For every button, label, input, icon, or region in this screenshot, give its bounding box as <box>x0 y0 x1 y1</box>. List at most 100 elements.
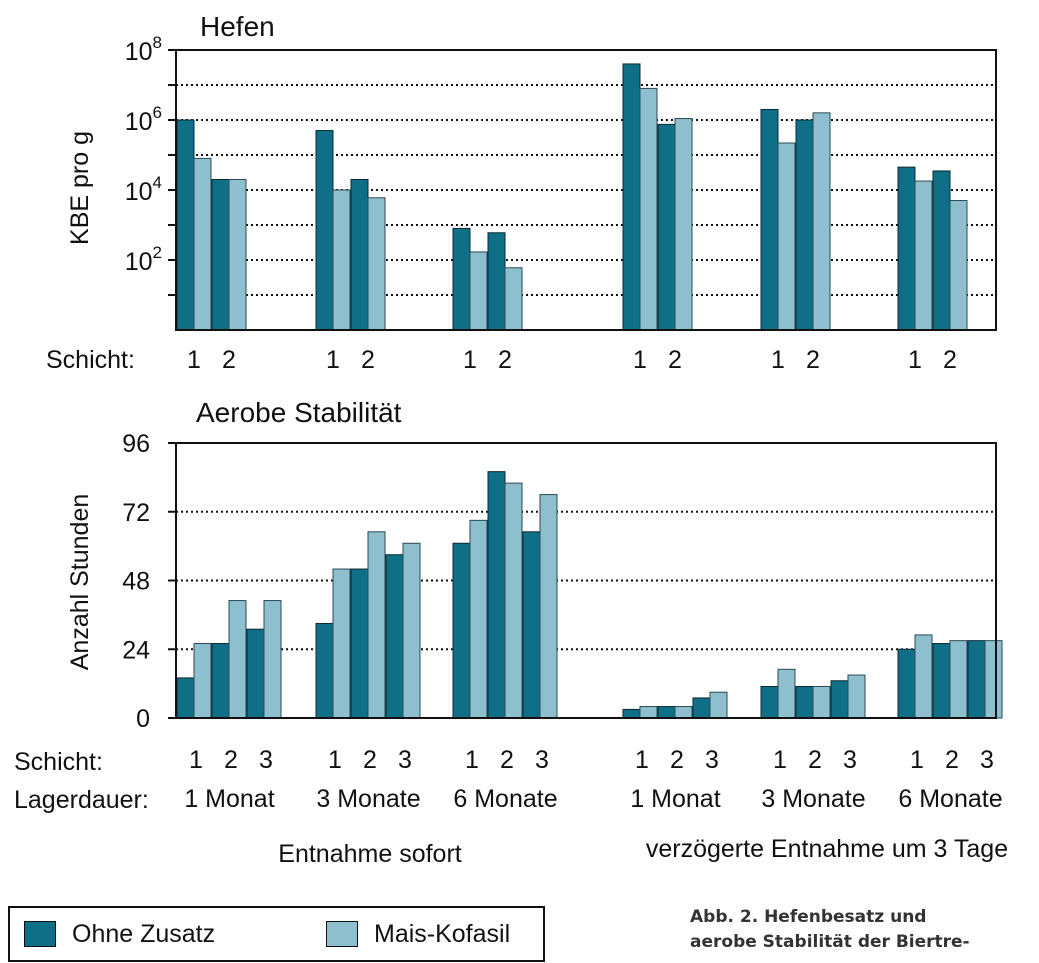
hefen-bar-mais-g1-s2 <box>228 178 247 331</box>
legend-label-mais-kofasil: Mais-Kofasil <box>374 919 511 948</box>
stabilitaet-schicht-label-g4-2: 2 <box>670 746 684 774</box>
legend-swatch-mais-kofasil <box>326 921 358 947</box>
stabilitaet-bar-ohne-g2-s1 <box>315 622 334 719</box>
hefen-schicht-label-g4-2: 2 <box>668 346 682 374</box>
hefen-ytick-label-0: 102 <box>125 243 162 276</box>
hefen-bar-mais-g3-s1 <box>469 251 488 331</box>
lagerdauer-value-2: 3 Monate <box>316 785 420 813</box>
hefen-bar-ohne-g1-s2 <box>211 178 230 331</box>
caption-line-2: aerobe Stabilität der Biertre- <box>690 932 970 952</box>
stabilitaet-schicht-label-g2-1: 1 <box>328 746 342 774</box>
lagerdauer-value-3: 6 Monate <box>453 785 557 813</box>
legend-item-mais-kofasil: Mais-Kofasil <box>326 919 510 949</box>
ylabel-stabilitaet: Anzahl Stunden <box>66 494 94 671</box>
chart-title-hefen: Hefen <box>200 11 275 42</box>
hefen-bar-ohne-g6-s1 <box>897 166 916 331</box>
hefen-bar-mais-g4-s1 <box>639 87 658 331</box>
stabilitaet-bar-ohne-g1-s2 <box>211 643 230 719</box>
stabilitaet-ytick-label-4: 96 <box>122 430 150 458</box>
stabilitaet-schicht-label-g2-3: 3 <box>398 746 412 774</box>
hefen-bar-mais-g3-s2 <box>504 267 523 331</box>
stabilitaet-schicht-label-g6-2: 2 <box>945 746 959 774</box>
chart-title-stabilitaet: Aerobe Stabilität <box>196 397 402 428</box>
legend-item-ohne-zusatz: Ohne Zusatz <box>24 919 215 949</box>
legend: Ohne Zusatz Mais-Kofasil <box>8 906 545 962</box>
legend-label-ohne-zusatz: Ohne Zusatz <box>72 919 216 948</box>
stabilitaet-bar-mais-g3-s1 <box>469 519 488 719</box>
stabilitaet-bar-mais-g6-s1 <box>914 634 933 719</box>
stabilitaet-bar-ohne-g6-s1 <box>897 648 916 719</box>
hefen-schicht-label-g1-1: 1 <box>187 346 201 374</box>
lagerdauer-label: Lagerdauer: <box>14 786 149 814</box>
stabilitaet-schicht-label-g6-1: 1 <box>910 746 924 774</box>
ylabel-hefen: KBE pro g <box>66 131 94 245</box>
stabilitaet-ytick-label-1: 24 <box>122 636 150 664</box>
hefen-bar-ohne-g5-s1 <box>760 108 779 331</box>
stabilitaet-bar-ohne-g4-s3 <box>692 697 711 719</box>
stabilitaet-ytick-label-0: 0 <box>136 705 150 733</box>
hefen-bar-mais-g4-s2 <box>674 118 693 331</box>
hefen-bar-ohne-g4-s2 <box>657 123 676 331</box>
stabilitaet-schicht-label-g5-1: 1 <box>773 746 787 774</box>
stabilitaet-bar-mais-g4-s3 <box>709 691 728 719</box>
hefen-bar-ohne-g2-s2 <box>350 178 369 331</box>
hefen-bar-mais-g6-s2 <box>949 200 968 331</box>
hefen-bar-ohne-g6-s2 <box>932 170 951 331</box>
stabilitaet-bar-mais-g3-s2 <box>504 482 523 719</box>
lagerdauer-value-4: 1 Monat <box>630 785 720 813</box>
stabilitaet-bar-ohne-g3-s2 <box>487 471 506 719</box>
hefen-bar-mais-g5-s1 <box>777 142 796 331</box>
stabilitaet-bar-ohne-g2-s2 <box>350 568 369 719</box>
hefen-bar-mais-g1-s1 <box>193 157 212 331</box>
stabilitaet-bar-ohne-g6-s3 <box>967 640 986 719</box>
stabilitaet-schicht-label-g4-3: 3 <box>705 746 719 774</box>
stabilitaet-schicht-label-g3-2: 2 <box>500 746 514 774</box>
hefen-schicht-label-g6-2: 2 <box>943 346 957 374</box>
stabilitaet-bar-ohne-g4-s2 <box>657 706 676 719</box>
hefen-bar-ohne-g5-s2 <box>795 119 814 331</box>
stabilitaet-bar-mais-g3-s3 <box>539 494 558 719</box>
hefen-schicht-label-g2-2: 2 <box>361 346 375 374</box>
lagerdauer-value-1: 1 Monat <box>184 785 274 813</box>
caption-line-1: Abb. 2. Hefenbesatz und <box>690 907 927 927</box>
stabilitaet-plot-frame <box>175 442 997 719</box>
stabilitaet-bar-mais-g1-s2 <box>228 600 247 719</box>
stabilitaet-schicht-label-g3-3: 3 <box>535 746 549 774</box>
stabilitaet-bar-ohne-g3-s3 <box>522 531 541 719</box>
stabilitaet-schicht-label-g2-2: 2 <box>363 746 377 774</box>
stabilitaet-bar-mais-g1-s3 <box>263 600 282 719</box>
hefen-bar-ohne-g3-s1 <box>452 227 471 331</box>
schicht-label-bottom: Schicht: <box>14 748 103 776</box>
stabilitaet-schicht-label-g1-3: 3 <box>259 746 273 774</box>
stabilitaet-schicht-label-g4-1: 1 <box>635 746 649 774</box>
stabilitaet-bar-mais-g5-s2 <box>812 685 831 719</box>
stabilitaet-ytick-label-2: 48 <box>122 568 150 596</box>
stabilitaet-schicht-label-g1-2: 2 <box>224 746 238 774</box>
hefen-schicht-label-g2-1: 1 <box>326 346 340 374</box>
stabilitaet-bar-mais-g2-s1 <box>332 568 351 719</box>
hefen-bar-mais-g2-s1 <box>332 189 351 331</box>
hefen-schicht-label-g5-1: 1 <box>771 346 785 374</box>
figure-charts: Hefen Aerobe Stabilität KBE pro g Anzahl… <box>14 11 1008 868</box>
entnahme-sofort-label: Entnahme sofort <box>278 840 461 868</box>
stabilitaet-bar-mais-g4-s2 <box>674 706 693 719</box>
lagerdauer-value-6: 6 Monate <box>898 785 1002 813</box>
hefen-bar-ohne-g1-s1 <box>176 119 195 331</box>
stabilitaet-schicht-label-g1-1: 1 <box>189 746 203 774</box>
stabilitaet-bar-ohne-g5-s1 <box>760 685 779 719</box>
stabilitaet-bar-mais-g6-s3 <box>984 640 1003 719</box>
stabilitaet-bar-mais-g5-s1 <box>777 668 796 719</box>
stabilitaet-bar-mais-g6-s2 <box>949 640 968 719</box>
hefen-bar-mais-g5-s2 <box>812 112 831 331</box>
hefen-schicht-label-g6-1: 1 <box>908 346 922 374</box>
stabilitaet-bar-ohne-g1-s3 <box>246 628 265 719</box>
stabilitaet-bar-ohne-g1-s1 <box>176 677 195 719</box>
stabilitaet-bar-ohne-g5-s3 <box>830 680 849 719</box>
hefen-ytick-label-3: 108 <box>125 33 162 66</box>
stabilitaet-schicht-label-g3-1: 1 <box>465 746 479 774</box>
hefen-bar-mais-g2-s2 <box>367 197 386 331</box>
stabilitaet-bar-ohne-g5-s2 <box>795 685 814 719</box>
hefen-ytick-label-1: 104 <box>125 173 162 206</box>
hefen-bar-ohne-g3-s2 <box>487 232 506 331</box>
